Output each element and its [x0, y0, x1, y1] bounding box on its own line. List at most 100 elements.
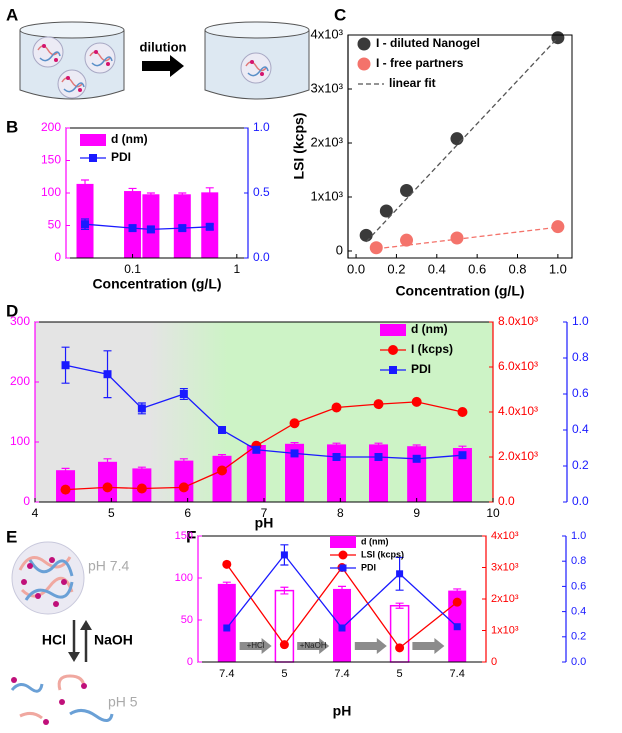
bar: [391, 606, 409, 662]
y-tick-label: 100: [10, 434, 30, 448]
y2-tick-label: 0: [491, 656, 497, 668]
marker: [62, 361, 70, 369]
legend-label: PDI: [411, 362, 431, 376]
x-tick-label: 6: [184, 506, 191, 520]
y-tick-label: 150: [175, 530, 193, 542]
y2-tick-label: 1x10³: [491, 624, 519, 636]
legend-label: linear fit: [389, 76, 436, 90]
figure: A B C D E F dilution: [0, 0, 622, 733]
y2-tick-label: 3x10³: [491, 561, 519, 573]
y-tick-label: 1x10³: [310, 188, 343, 203]
panel-label: B: [6, 117, 18, 136]
partner-dot: [260, 72, 264, 76]
y-axis-title: LSI (kcps): [291, 113, 307, 180]
acid-label: HCl: [42, 632, 66, 648]
legend-label: LSI (kcps): [361, 549, 404, 559]
y-tick-label: 0: [54, 250, 61, 264]
marker: [81, 220, 89, 228]
y2-tick-label: 4x10³: [491, 530, 519, 542]
bar: [98, 462, 117, 502]
marker: [388, 345, 398, 355]
y-tick-label: 0: [187, 656, 193, 668]
marker: [180, 390, 188, 398]
x-tick-label: 1.0: [549, 261, 567, 276]
legend-label: d (nm): [361, 536, 389, 546]
y-tick-label: 0: [336, 242, 343, 257]
marker: [339, 624, 346, 631]
y2-tick-label: 8.0x10³: [498, 314, 538, 328]
x-tick-label: 7.4: [219, 668, 234, 680]
marker: [375, 453, 383, 461]
y3-tick-label: 0.0: [572, 494, 589, 508]
marker: [104, 370, 112, 378]
x-tick-label: 0.1: [124, 262, 141, 276]
point: [400, 184, 413, 197]
beaker-rim: [20, 22, 124, 38]
x-tick-label: 9: [413, 506, 420, 520]
y2-tick-label: 4.0x10³: [498, 404, 538, 418]
arrow: [355, 638, 387, 654]
chart-panel: 05010015001x10³2x10³3x10³4x10³0.00.20.40…: [175, 530, 587, 719]
y3-tick-label: 0.6: [572, 386, 589, 400]
fragments: [12, 676, 112, 721]
legend-swatch: [330, 536, 356, 548]
y2-tick-label: 2x10³: [491, 593, 519, 605]
y3-tick-label: 0.8: [572, 350, 589, 364]
x-tick-label: 5: [108, 506, 115, 520]
marker: [129, 224, 137, 232]
point: [450, 132, 463, 145]
legend-label: PDI: [361, 562, 376, 572]
legend-swatch: [358, 38, 371, 51]
bar: [275, 591, 293, 662]
y-tick-label: 2x10³: [310, 134, 343, 149]
y-tick-label: 100: [175, 572, 193, 584]
partner-dot: [250, 60, 254, 64]
step-label: dilution: [140, 39, 187, 54]
marker: [280, 640, 289, 649]
x-tick-label: 0.6: [468, 261, 486, 276]
annotation: +HCl: [247, 641, 265, 650]
x-tick-label: 5: [281, 668, 287, 680]
legend-label: d (nm): [411, 322, 448, 336]
marker: [339, 551, 348, 560]
marker: [413, 455, 421, 463]
marker: [147, 225, 155, 233]
marker: [137, 484, 147, 494]
y3-tick-label: 0.4: [571, 606, 586, 618]
marker: [332, 403, 342, 413]
x-tick-label: 0.4: [428, 261, 446, 276]
marker: [395, 643, 404, 652]
y3-tick-label: 0.2: [572, 458, 589, 472]
marker: [389, 366, 397, 374]
panel-label: A: [6, 5, 18, 24]
x-tick-label: 7.4: [450, 668, 465, 680]
legend-label: I - free partners: [376, 56, 464, 70]
chart-panel: 0501001502000.00.51.00.11d (nm)PDIConcen…: [41, 120, 270, 292]
marker: [457, 407, 467, 417]
legend-swatch: [358, 58, 371, 71]
marker: [61, 485, 71, 495]
x-axis-title: pH: [333, 703, 352, 719]
arrow: [142, 55, 184, 77]
marker: [396, 570, 403, 577]
marker: [281, 551, 288, 558]
annotation: +NaOH: [300, 641, 327, 650]
y3-tick-label: 0.8: [571, 555, 586, 567]
x-tick-label: 7.4: [334, 668, 349, 680]
marker: [458, 451, 466, 459]
x-tick-label: 10: [486, 506, 500, 520]
y3-tick-label: 0.2: [571, 631, 586, 643]
point: [360, 229, 373, 242]
marker: [333, 453, 341, 461]
marker: [217, 466, 227, 476]
legend-swatch: [80, 134, 106, 146]
y2-tick-label: 0.0: [498, 494, 515, 508]
marker: [252, 446, 260, 454]
marker: [412, 397, 422, 407]
x-tick-label: 4: [32, 506, 39, 520]
marker: [340, 565, 347, 572]
arrow-head: [68, 652, 80, 662]
marker: [453, 598, 462, 607]
marker: [454, 623, 461, 630]
